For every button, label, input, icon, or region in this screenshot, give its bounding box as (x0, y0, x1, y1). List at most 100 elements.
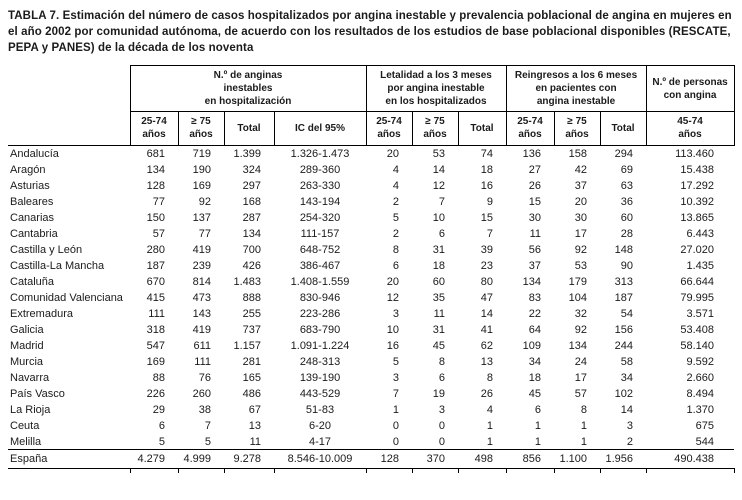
subheader-total: Total (223, 111, 275, 147)
value-cell: 2 (626, 435, 634, 448)
value-cell: 143 (192, 307, 211, 320)
value-cell: 386-467 (299, 259, 341, 272)
value-cell: 18 (528, 371, 541, 384)
subheader-ic95: IC del 95% (273, 111, 367, 147)
border-tick (645, 468, 735, 474)
table-row: Andalucía 681 719 1.399 1.326-1.473 20 53 74 136… (8, 146, 734, 162)
value-cell: 8 (392, 243, 399, 256)
value-cell: 0 (438, 419, 445, 432)
table-row: Navarra 88 76 165 139-190 3 6 8 18 17 34 2.660 (8, 370, 734, 386)
value-cell: 2 (392, 195, 399, 208)
border-tick (223, 468, 274, 474)
value-cell: 8 (486, 371, 493, 384)
col-group-anginas: N.º de anginas inestables en hospitaliza… (129, 65, 367, 113)
subheader-75: ≥ 75 años (411, 111, 459, 147)
value-cell: 38 (198, 403, 211, 416)
value-cell: 254-320 (299, 211, 341, 224)
region-label: La Rioja (10, 403, 51, 416)
table-row: Canarias 150 137 287 254-320 5 10 15 30 30 60 13.86… (8, 210, 734, 226)
value-cell: 13 (480, 355, 493, 368)
table-row: Galicia 318 419 737 683-790 10 31 41 64 92 156 53.4… (8, 322, 734, 338)
value-cell: 6 (438, 371, 445, 384)
data-table: N.º de anginas inestables en hospitaliza… (8, 65, 735, 474)
col-group-personas: N.º de personas con angina (645, 65, 735, 113)
value-cell: 111 (148, 307, 165, 320)
value-cell: 324 (242, 163, 261, 176)
sub-header-row: 25-74 años ≥ 75 años Total IC del 95% 25… (8, 111, 735, 147)
value-cell: 1.091-1.224 (290, 339, 350, 352)
value-cell: 143-194 (299, 195, 341, 208)
value-cell: 10.392 (680, 195, 715, 208)
value-cell: 5 (392, 355, 399, 368)
region-label: Cataluña (10, 275, 55, 288)
value-cell: 2 (392, 227, 399, 240)
border-tick (177, 468, 224, 474)
value-cell: 1.370 (686, 403, 715, 416)
value-cell: 109 (522, 339, 541, 352)
region-label: Murcia (10, 355, 44, 368)
value-cell: 1 (580, 419, 587, 432)
value-cell: 239 (192, 259, 211, 272)
value-cell: 39 (480, 243, 493, 256)
value-cell: 136 (522, 148, 541, 161)
value-cell: 0 (438, 435, 445, 448)
table-row: Comunidad Valenciana 415 473 888 830-946 12 35… (8, 290, 734, 306)
subheader-total: Total (457, 111, 507, 147)
value-cell: 6 (438, 227, 445, 240)
value-cell: 41 (480, 323, 493, 336)
value-cell: 17 (574, 371, 587, 384)
value-cell: 27 (528, 163, 541, 176)
table-body: Andalucía 681 719 1.399 1.326-1.473 20 53 74 136… (8, 146, 735, 474)
value-cell: 179 (568, 275, 587, 288)
value-cell: 76 (198, 371, 211, 384)
value-cell: 9.278 (224, 449, 274, 470)
value-cell: 57 (152, 227, 165, 240)
value-cell: 4 (486, 403, 493, 416)
value-cell: 294 (614, 148, 634, 161)
value-cell: 814 (192, 275, 211, 288)
value-cell: 719 (192, 148, 211, 161)
border-tick (365, 468, 412, 474)
value-cell: 169 (146, 355, 165, 368)
table-row: Extremadura 111 143 255 223-286 3 11 14 22 32 54 3.… (8, 306, 734, 322)
value-cell: 4.279 (130, 449, 178, 470)
region-label: Comunidad Valenciana (10, 291, 123, 304)
value-cell: 53 (574, 259, 587, 272)
table-row: Cantabria 57 77 134 111-157 2 6 7 11 17 28 6.443 (8, 226, 734, 242)
value-cell: 15 (528, 195, 541, 208)
region-label: Melilla (10, 435, 42, 448)
value-cell: 6.443 (686, 227, 715, 240)
value-cell: 287 (242, 211, 261, 224)
value-cell: 137 (192, 211, 211, 224)
border-tick (505, 468, 554, 474)
value-cell: 0 (392, 435, 399, 448)
value-cell: 54 (620, 307, 634, 320)
value-cell: 670 (146, 275, 165, 288)
value-cell: 53.408 (680, 323, 715, 336)
value-cell: 47 (480, 291, 493, 304)
value-cell: 88 (152, 371, 165, 384)
table-header: N.º de anginas inestables en hospitaliza… (8, 65, 735, 147)
value-cell: 28 (620, 227, 634, 240)
value-cell: 11 (249, 435, 261, 448)
region-label: Extremadura (10, 307, 73, 320)
value-cell: 16 (386, 339, 399, 352)
table-row: Castilla y León 280 419 700 648-752 8 31 39 56 92… (8, 242, 734, 258)
value-cell: 3 (392, 371, 399, 384)
value-cell: 3 (626, 419, 634, 432)
value-cell: 17.292 (680, 179, 715, 192)
value-cell: 263-330 (299, 179, 341, 192)
corner-cell (8, 65, 130, 147)
region-label: Castilla y León (10, 243, 83, 256)
value-cell: 20 (574, 195, 587, 208)
value-cell: 6-20 (308, 419, 332, 432)
table-row: Melilla 5 5 11 4-17 0 0 1 1 1 2 544 (8, 434, 734, 450)
value-cell: 1 (534, 419, 541, 432)
value-cell: 419 (192, 323, 211, 336)
value-cell: 77 (152, 195, 165, 208)
value-cell: 26 (528, 179, 541, 192)
value-cell: 2.660 (686, 371, 715, 384)
value-cell: 19 (432, 387, 445, 400)
value-cell: 134 (522, 275, 541, 288)
region-label: Ceuta (10, 419, 40, 432)
